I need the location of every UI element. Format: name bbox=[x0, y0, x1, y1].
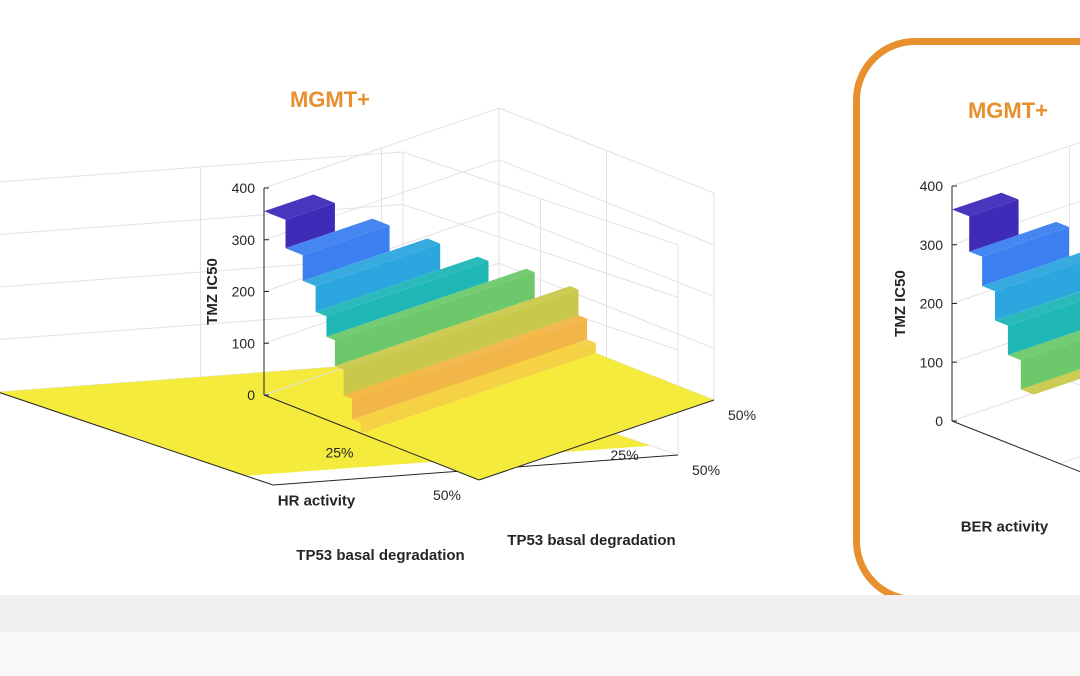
y-tick-label: 50% bbox=[728, 407, 756, 423]
panel-title: MGMT+ bbox=[290, 87, 370, 112]
y-tick-label: 25% bbox=[611, 447, 639, 463]
x-tick-label: 25% bbox=[325, 445, 353, 461]
x-tick-label: 50% bbox=[433, 487, 461, 503]
z-tick-label: 400 bbox=[232, 180, 256, 196]
x-axis-label: HR activity bbox=[278, 493, 356, 510]
z-tick-label: 300 bbox=[232, 232, 256, 248]
z-tick-label: 100 bbox=[232, 335, 256, 351]
bottom-bar-lower bbox=[0, 631, 1080, 676]
z-tick-label: 0 bbox=[247, 387, 255, 403]
y-axis-label: TP53 basal degradation bbox=[507, 532, 675, 549]
y-tick-label: 50% bbox=[692, 462, 720, 478]
chart-stage: 50% TP53 basal degradation 0 100 200 300 400 25… bbox=[0, 0, 1080, 595]
bottom-bar bbox=[0, 595, 1080, 631]
highlight-frame bbox=[853, 38, 1080, 595]
gridline-z bbox=[264, 108, 714, 193]
z-tick-label: 200 bbox=[232, 284, 256, 300]
z-axis-label: TMZ IC50 bbox=[204, 258, 221, 325]
y-axis-label: TP53 basal degradation bbox=[296, 547, 464, 564]
